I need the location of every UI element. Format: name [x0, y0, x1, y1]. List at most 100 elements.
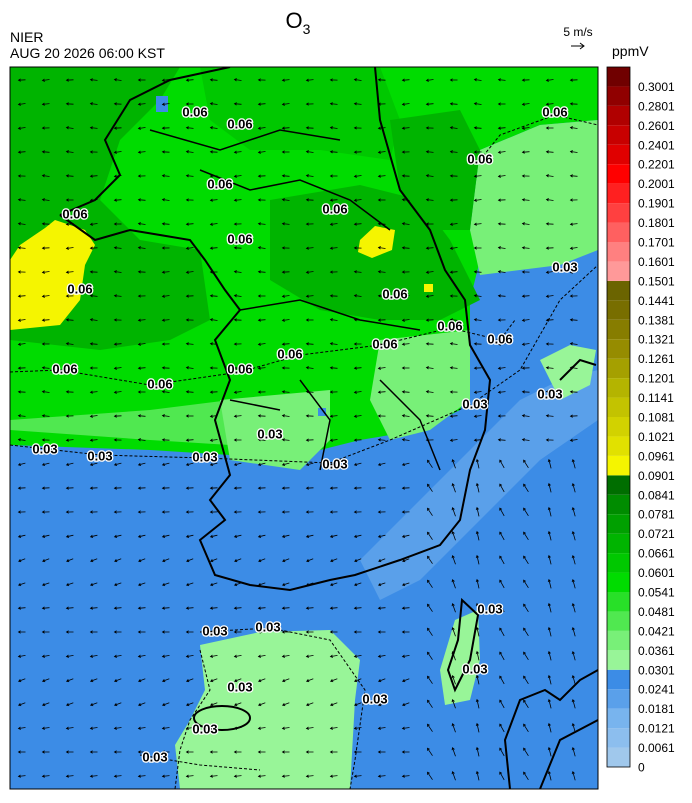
wind-vector [451, 770, 456, 781]
wind-vector [353, 438, 362, 442]
wind-vector [547, 746, 552, 757]
wind-vector [545, 126, 554, 130]
wind-vector [329, 78, 338, 82]
colorbar-tick-label: 0.0661 [638, 547, 675, 561]
wind-vector [305, 726, 314, 730]
wind-vector [545, 438, 554, 442]
wind-vector [185, 462, 194, 466]
wind-vector [161, 246, 170, 250]
colorbar-tick-label: 0.0901 [638, 469, 675, 483]
wind-vector [185, 654, 194, 658]
wind-vector [65, 198, 74, 202]
wind-vector [113, 270, 122, 274]
wind-vector [449, 318, 458, 322]
wind-vector [209, 294, 218, 298]
wind-vector [329, 222, 338, 226]
wind-vector [475, 506, 480, 517]
wind-vector [17, 702, 26, 707]
wind-vector [17, 510, 26, 514]
wind-vector [17, 102, 26, 106]
wind-vector [209, 246, 218, 250]
wind-vector [113, 198, 122, 202]
wind-vector [569, 342, 578, 346]
wind-vector [521, 390, 530, 394]
wind-vector [41, 318, 50, 322]
wind-vector [449, 102, 458, 106]
ozone-light-south [220, 390, 330, 470]
wind-vector [233, 678, 242, 683]
wind-vector [281, 654, 290, 658]
wind-vector [377, 150, 386, 154]
wind-vector [18, 558, 26, 563]
wind-vector [499, 507, 505, 517]
wind-vector [353, 270, 362, 274]
wind-vector [449, 246, 458, 250]
wind-vector [353, 582, 362, 587]
wind-vector [305, 342, 314, 346]
wind-vector [547, 458, 552, 469]
wind-vector [257, 774, 266, 778]
wind-vector [113, 342, 122, 346]
wind-vector [113, 774, 122, 778]
wind-vector [353, 390, 362, 394]
wind-vector [137, 78, 146, 82]
wind-vector [257, 126, 266, 130]
wind-vector [281, 510, 290, 514]
colorbar-tick-label: 0.1701 [638, 236, 675, 250]
wind-vector [329, 750, 338, 754]
contour-label: 0.06 [322, 201, 347, 216]
wind-vector [113, 222, 122, 226]
wind-vector [499, 747, 505, 757]
wind-vector [353, 150, 362, 154]
wind-vector [377, 102, 386, 106]
colorbar-segment [607, 67, 630, 87]
contour-label: 0.03 [192, 449, 217, 464]
wind-vector [569, 270, 578, 274]
wind-vector [281, 630, 290, 634]
wind-vector [377, 630, 386, 634]
contour-label: 0.03 [537, 386, 562, 401]
wind-vector [427, 531, 433, 540]
wind-vector [329, 246, 338, 250]
wind-vector [569, 222, 578, 226]
wind-vector [305, 486, 314, 490]
wind-vector [161, 126, 170, 130]
wind-vector [425, 198, 434, 202]
wind-vector [281, 414, 290, 418]
wind-vector [377, 750, 386, 754]
wind-vector [257, 510, 266, 514]
wind-vector [233, 414, 242, 418]
wind-vector [449, 342, 458, 346]
wind-vector [473, 294, 482, 298]
colorbar-tick-label: 0.0061 [638, 741, 675, 755]
colorbar: 0 0.0061 0.0121 0.0181 0.0241 0.0301 0.0361 0.0… [606, 66, 675, 775]
wind-vector [65, 366, 74, 370]
colorbar-segment [607, 592, 630, 612]
wind-vector [257, 726, 266, 730]
wind-vector [113, 486, 122, 490]
wind-vector [137, 198, 146, 202]
wind-vector [114, 558, 122, 563]
wind-vector [497, 342, 506, 346]
colorbar-segment [607, 669, 630, 690]
wind-vector [113, 726, 122, 730]
wind-vector [233, 342, 242, 346]
wind-vector [521, 150, 530, 154]
unit: ppmV [612, 43, 649, 59]
wind-vector [161, 222, 170, 226]
wind-vector [137, 630, 146, 634]
wind-vector [161, 654, 170, 658]
wind-vector [427, 771, 433, 780]
wind-vector [41, 342, 50, 346]
datetime: AUG 20 2026 06:00 KST [10, 45, 165, 61]
wind-vector [353, 774, 362, 778]
wind-vector [473, 78, 482, 82]
wind-vector [137, 390, 146, 394]
colorbar-tick-label: 0.1501 [638, 274, 675, 288]
wind-vector [41, 630, 50, 634]
contour-label: 0.03 [32, 441, 57, 456]
wind-vector [305, 510, 314, 514]
wind-vector [41, 198, 50, 202]
wind-vector [547, 626, 552, 637]
